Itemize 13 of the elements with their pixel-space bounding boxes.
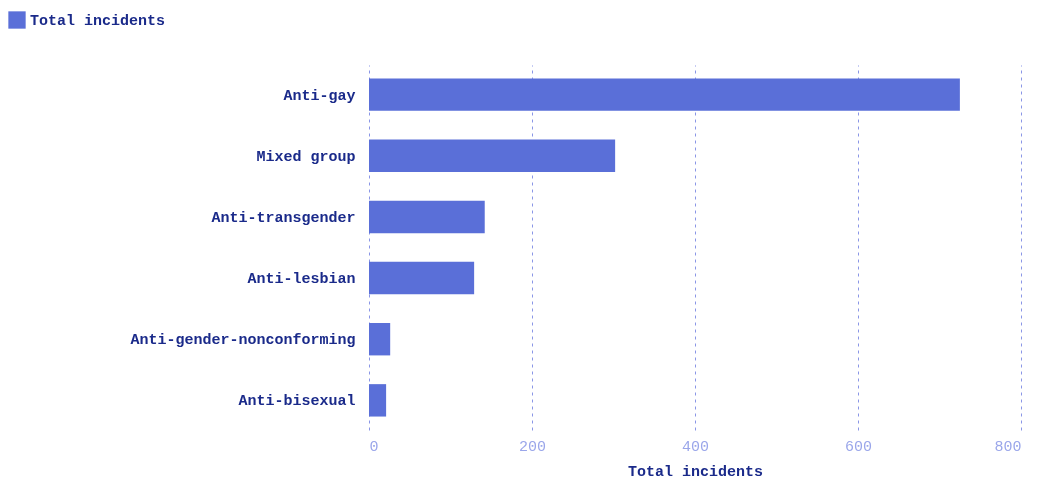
legend-label: Total incidents xyxy=(30,13,166,30)
x-tick-label: 800 xyxy=(994,438,1022,456)
x-axis-title: Total incidents xyxy=(627,463,764,481)
y-tick-label: Anti-transgender xyxy=(211,209,356,227)
y-tick-label: Mixed group xyxy=(256,148,356,166)
y-tick-label: Anti-bisexual xyxy=(238,393,356,411)
x-tick-label: 600 xyxy=(844,438,873,456)
y-tick-label: Anti-gay xyxy=(283,87,356,105)
y-tick-label: Anti-gender-nonconforming xyxy=(130,332,356,350)
x-tick-label: 0 xyxy=(369,438,379,456)
y-tick-label: Anti-lesbian xyxy=(247,271,356,289)
x-tick-label: 400 xyxy=(681,438,710,456)
x-tick-label: 200 xyxy=(518,438,547,456)
